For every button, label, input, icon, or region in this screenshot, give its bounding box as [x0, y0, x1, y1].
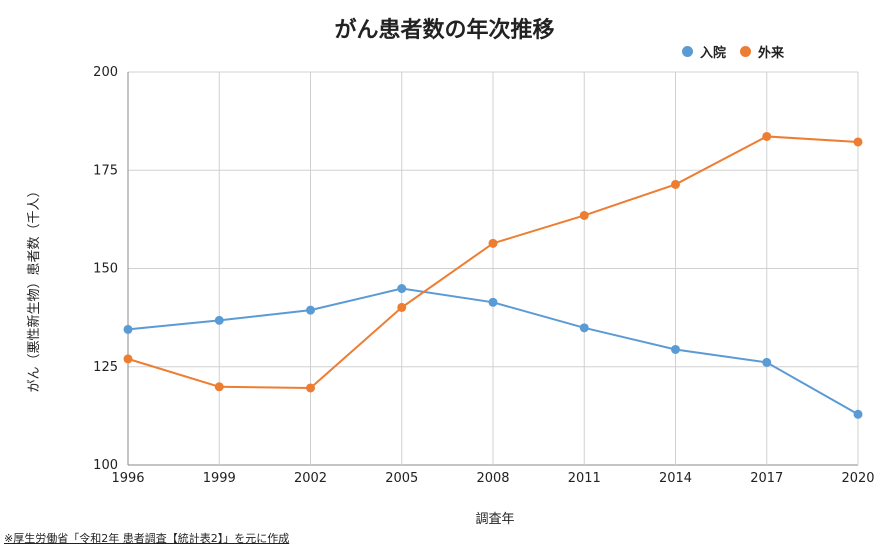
y-tick-label: 125	[93, 360, 118, 375]
x-tick-label: 2017	[750, 471, 783, 486]
data-point	[123, 354, 133, 364]
y-tick-label: 175	[93, 163, 118, 178]
legend-item-inpatient[interactable]: 入院	[682, 42, 726, 61]
data-point	[306, 305, 315, 315]
data-point	[671, 179, 680, 189]
legend-swatch-inpatient	[682, 45, 693, 57]
data-point	[306, 383, 315, 393]
data-point	[853, 137, 863, 147]
x-tick-label: 2011	[568, 471, 601, 486]
data-point	[214, 315, 224, 325]
y-tick-label: 150	[93, 262, 118, 277]
x-tick-label: 1996	[111, 471, 144, 486]
x-tick-label: 1999	[203, 471, 236, 486]
data-point	[397, 284, 407, 294]
legend-swatch-outpatient	[740, 45, 752, 57]
data-point	[123, 324, 133, 334]
data-point	[579, 210, 589, 220]
data-point	[853, 409, 863, 419]
legend-label-inpatient: 入院	[700, 45, 727, 61]
x-tick-label: 2008	[476, 471, 509, 486]
data-point	[671, 344, 680, 354]
data-point	[397, 302, 407, 312]
data-point	[762, 357, 772, 367]
data-point	[488, 297, 498, 307]
y-axis-title: がん（悪性新生物）患者数（千人）	[26, 184, 42, 392]
x-tick-label: 2020	[841, 471, 874, 486]
x-tick-label: 2014	[659, 471, 692, 486]
x-tick-label: 2002	[294, 471, 327, 486]
data-point	[488, 238, 498, 248]
x-tick-label: 2005	[385, 471, 418, 486]
source-note: ※厚生労働省「令和2年 患者調査【統計表2】」を元に作成	[4, 532, 290, 545]
y-tick-label: 100	[93, 458, 118, 473]
legend: 入院 外来	[682, 42, 784, 61]
legend-label-outpatient: 外来	[758, 45, 785, 61]
chart-title: がん患者数の年次推移	[334, 18, 555, 43]
data-point	[214, 382, 224, 392]
x-axis-title: 調査年	[475, 512, 514, 527]
data-point	[762, 131, 772, 141]
legend-item-outpatient[interactable]: 外来	[740, 42, 784, 61]
y-tick-label: 200	[93, 65, 118, 80]
data-point	[579, 323, 589, 333]
